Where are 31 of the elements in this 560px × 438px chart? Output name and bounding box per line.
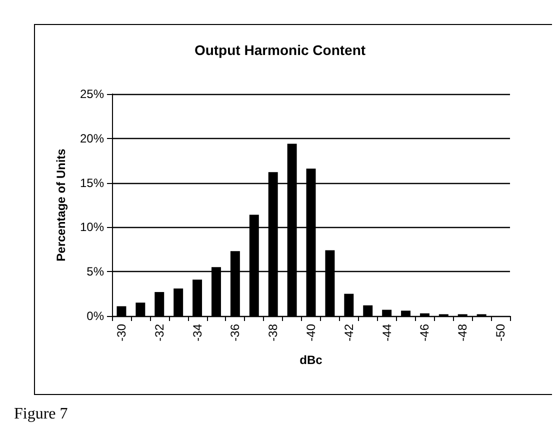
- x-tick-label: -50: [494, 324, 508, 342]
- caption: Figure 7: [14, 406, 68, 422]
- bar: [401, 310, 410, 316]
- y-tick-label: 25%: [80, 87, 104, 101]
- bar: [382, 310, 392, 316]
- x-tick-label: -34: [190, 324, 204, 342]
- bar: [136, 302, 146, 316]
- x-tick-label: -36: [228, 324, 242, 342]
- y-tick-label: 10%: [80, 220, 104, 234]
- y-tick-label: 5%: [86, 264, 104, 279]
- x-tick-label: -30: [114, 324, 128, 342]
- bar: [116, 306, 126, 316]
- chart-title: Output Harmonic Content: [194, 42, 366, 58]
- y-tick-label: 15%: [80, 176, 104, 190]
- x-tick-label: -38: [266, 324, 280, 342]
- x-tick-label: -32: [152, 324, 166, 342]
- y-axis-title: Percentage of Units: [54, 148, 68, 262]
- bar: [363, 305, 373, 316]
- x-tick-label: -46: [418, 324, 432, 342]
- bar: [174, 288, 184, 316]
- x-axis-title: dBc: [300, 353, 323, 367]
- bar: [344, 294, 354, 316]
- x-tick-label: -48: [456, 324, 470, 342]
- bar: [154, 292, 164, 316]
- x-tick-label: -42: [342, 324, 356, 342]
- bar: [420, 313, 430, 316]
- bar: [192, 280, 202, 316]
- y-tick-label: 20%: [80, 131, 104, 146]
- x-tick-label: -40: [304, 324, 318, 342]
- x-tick-label: -44: [380, 324, 394, 342]
- y-tick-label: 0%: [86, 309, 104, 323]
